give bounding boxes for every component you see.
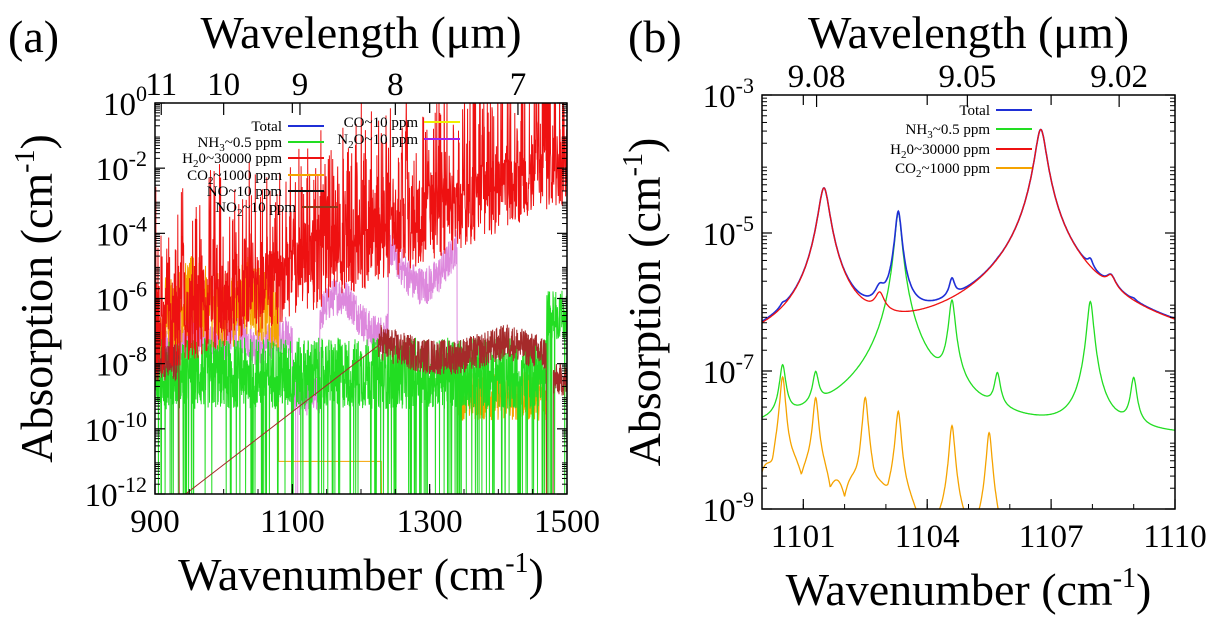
top-axis-label: Wavelength (μm) bbox=[808, 7, 1129, 58]
y-tick-label: 10-7 bbox=[703, 349, 754, 391]
x-axis-label: Wavenumber (cm-1) bbox=[178, 548, 544, 600]
legend-label: CO~10 ppm bbox=[344, 115, 419, 131]
plot-area bbox=[155, 103, 567, 494]
legend-label: Total bbox=[959, 103, 990, 119]
x-tick-label: 1110 bbox=[1143, 519, 1207, 555]
y-tick-label: 10-2 bbox=[96, 146, 147, 188]
y-tick-label: 10-6 bbox=[96, 277, 147, 319]
top-tick-label: 10 bbox=[207, 67, 240, 103]
legend-label: H20~30000 ppm bbox=[890, 142, 990, 161]
legend-label: NO2~10 ppm bbox=[215, 200, 296, 219]
x-tick-label: 1101 bbox=[771, 519, 836, 555]
y-tick-label: 10-5 bbox=[703, 211, 754, 253]
plot-area bbox=[762, 128, 1175, 509]
top-tick-label: 9.05 bbox=[938, 59, 996, 95]
y-tick-label: 10-4 bbox=[96, 211, 147, 253]
panel-label: (a) bbox=[8, 11, 59, 62]
legend-label: NH3~0.5 ppm bbox=[198, 135, 283, 154]
x-tick-label: 1300 bbox=[397, 504, 463, 540]
y-tick-label: 100 bbox=[103, 81, 147, 123]
series-line-h2o bbox=[762, 128, 1175, 324]
top-tick-label: 11 bbox=[145, 67, 177, 103]
top-tick-label: 7 bbox=[510, 67, 527, 103]
panel-b: 1101 1104 1107 1110 10-9 10-7 10-5 10-3 9.08 9.05… bbox=[618, 7, 1207, 615]
top-tick-label: 8 bbox=[387, 67, 404, 103]
series-line-no2 bbox=[155, 324, 567, 494]
x-tick-label: 1500 bbox=[534, 504, 600, 540]
series-line-nh3 bbox=[762, 211, 1175, 431]
x-tick-label: 1104 bbox=[895, 519, 960, 555]
panel-a: 900 1100 1300 1500 10-12 10-10 10-8 10-6 10-4 10-… bbox=[8, 7, 600, 600]
legend-label: N2O~10 ppm bbox=[337, 132, 418, 151]
y-axis-label: Absorption (cm-1) bbox=[618, 138, 670, 467]
legend-label: NO~10 ppm bbox=[207, 184, 283, 200]
y-tick-label: 10-3 bbox=[703, 73, 754, 115]
top-axis-label: Wavelength (μm) bbox=[200, 7, 521, 58]
top-tick-label: 9.02 bbox=[1090, 59, 1148, 95]
x-tick-label: 1107 bbox=[1019, 519, 1084, 555]
series-line-h2o bbox=[155, 103, 567, 376]
x-tick-label: 1100 bbox=[260, 504, 325, 540]
legend-label: CO2~1000 ppm bbox=[895, 161, 990, 180]
top-tick-label: 9.08 bbox=[788, 59, 846, 95]
panel-label: (b) bbox=[628, 11, 682, 62]
legend-label: H20~30000 ppm bbox=[182, 151, 282, 170]
top-tick-label: 9 bbox=[292, 67, 309, 103]
series-line-co2 bbox=[762, 375, 999, 509]
x-axis-label: Wavenumber (cm-1) bbox=[786, 563, 1152, 615]
y-tick-label: 10-9 bbox=[703, 487, 754, 529]
y-tick-label: 10-8 bbox=[96, 342, 147, 384]
series-line-nh3 bbox=[155, 290, 567, 494]
x-tick-label: 900 bbox=[130, 504, 180, 540]
series-line-total bbox=[762, 128, 1175, 322]
y-tick-label: 10-12 bbox=[85, 472, 147, 514]
legend-label: Total bbox=[251, 119, 282, 135]
legend-label: CO2~1000 ppm bbox=[187, 168, 282, 187]
legend-label: NH3~0.5 ppm bbox=[906, 122, 991, 141]
y-tick-label: 10-10 bbox=[85, 407, 147, 449]
y-axis-label: Absorption (cm-1) bbox=[10, 134, 62, 463]
